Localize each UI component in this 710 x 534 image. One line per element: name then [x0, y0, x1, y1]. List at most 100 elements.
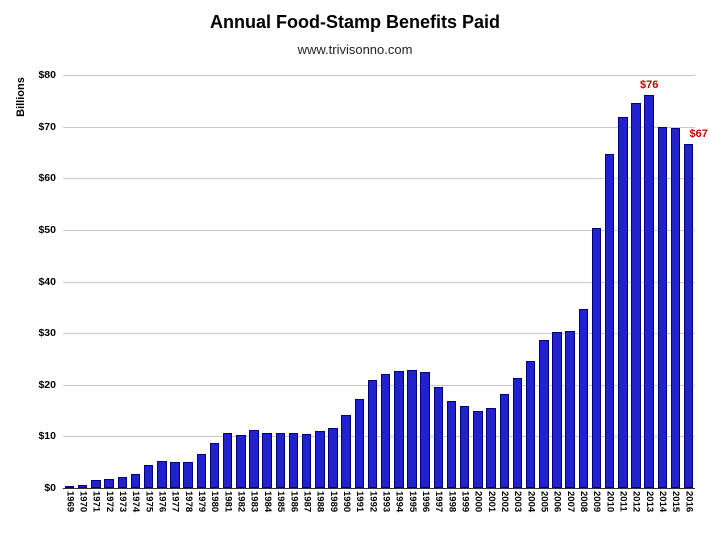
x-tick-label: 1991 — [354, 491, 366, 513]
bar — [288, 433, 299, 488]
gridline — [63, 229, 695, 231]
bar-column — [524, 75, 537, 488]
x-tick-label: 2005 — [538, 491, 550, 513]
bar-column — [129, 75, 142, 488]
y-tick-label: $70 — [38, 120, 56, 133]
bar-column — [103, 75, 116, 488]
x-tick-label: 2009 — [591, 491, 603, 513]
x-tick-label: 2001 — [485, 491, 497, 513]
x-tick-column: 2001 — [485, 491, 498, 533]
x-tick-column: 2006 — [550, 491, 563, 533]
x-tick-column: 2005 — [537, 491, 550, 533]
bar — [394, 371, 404, 488]
x-tick-column: 2009 — [590, 491, 603, 533]
x-tick-label: 1981 — [222, 491, 234, 513]
x-tick-label: 1986 — [288, 491, 300, 513]
x-tick-column: 2007 — [564, 491, 577, 533]
gridline — [63, 436, 695, 438]
bar — [315, 431, 325, 488]
x-tick-label: 2000 — [472, 491, 484, 513]
bar — [512, 378, 523, 488]
bar-column — [537, 75, 550, 488]
bar — [683, 144, 694, 488]
x-tick-column: 2015 — [669, 491, 682, 533]
bar — [552, 332, 562, 488]
x-tick-column: 1983 — [247, 491, 260, 533]
bar — [183, 462, 193, 488]
x-tick-label: 2010 — [604, 491, 616, 513]
bar-column — [419, 75, 432, 488]
bar-column — [195, 75, 208, 488]
x-tick-label: 1983 — [248, 491, 260, 513]
bar-series: $76 $67 — [63, 75, 708, 488]
x-tick-column: 1989 — [326, 491, 339, 533]
bar-column — [432, 75, 445, 488]
y-tick-label: $10 — [38, 430, 56, 443]
x-tick-column: 1985 — [274, 491, 287, 533]
bar-column — [168, 75, 181, 488]
bar-column — [208, 75, 221, 488]
x-tick-label: 2002 — [499, 491, 510, 513]
x-tick-column: 1984 — [261, 491, 274, 533]
bar — [209, 443, 220, 488]
bar — [78, 485, 88, 488]
x-tick-column: 2012 — [629, 491, 642, 533]
bar-column — [353, 75, 366, 488]
x-tick-label: 1996 — [419, 491, 431, 513]
x-tick-column: 1994 — [392, 491, 405, 533]
x-tick-label: 2007 — [564, 491, 576, 513]
x-tick-label: 1988 — [314, 491, 326, 513]
bar — [618, 117, 628, 488]
bar-column — [405, 75, 418, 488]
bar — [631, 103, 641, 488]
x-tick-column: 1974 — [129, 491, 142, 533]
x-tick-column: 1972 — [103, 491, 116, 533]
gridline — [63, 178, 695, 180]
x-tick-label: 1980 — [209, 491, 221, 513]
bar — [604, 154, 615, 488]
x-tick-column: 1996 — [419, 491, 432, 533]
x-tick-label: 2013 — [643, 491, 655, 513]
x-tick-label: 1978 — [182, 491, 194, 513]
bar-column — [89, 75, 102, 488]
bar-column — [221, 75, 234, 488]
x-tick-column: 1988 — [313, 491, 326, 533]
bar — [473, 411, 483, 488]
x-tick-label: 1969 — [64, 491, 76, 513]
bar-column — [313, 75, 326, 488]
x-tick-column: 1993 — [379, 491, 392, 533]
y-tick-label: $80 — [38, 69, 56, 81]
gridline — [63, 75, 695, 76]
x-tick-column: 2014 — [656, 491, 669, 533]
bar-column — [340, 75, 353, 488]
bar-column — [445, 75, 458, 488]
x-tick-label: 1979 — [196, 491, 208, 513]
x-tick-label: 1974 — [130, 491, 142, 513]
x-tick-column: 2002 — [498, 491, 511, 533]
bar-column — [485, 75, 498, 488]
bar-column — [116, 75, 129, 488]
x-tick-column: 1973 — [116, 491, 129, 533]
plot-area: $76 $67 — [63, 75, 708, 489]
x-tick-label: 1992 — [367, 491, 379, 513]
bar — [670, 128, 681, 488]
x-tick-label: 1999 — [459, 491, 471, 513]
x-tick-label: 1977 — [169, 491, 181, 513]
bar — [565, 331, 575, 488]
bar-column — [234, 75, 247, 488]
x-tick-column: 1997 — [432, 491, 445, 533]
y-tick-label: $20 — [38, 378, 56, 391]
x-tick-label: 1990 — [340, 491, 352, 513]
x-tick-column: 1975 — [142, 491, 155, 533]
bar — [275, 433, 286, 488]
bar — [578, 309, 589, 488]
x-tick-label: 2014 — [657, 491, 669, 513]
x-tick-label: 1971 — [90, 491, 102, 513]
gridline — [63, 333, 695, 335]
bar — [486, 408, 496, 488]
x-tick-column: 2016 — [682, 491, 695, 533]
x-tick-column: 1969 — [63, 491, 76, 533]
bar — [222, 433, 233, 488]
x-tick-column: 1980 — [208, 491, 221, 533]
x-axis-tick-labels: 1969 1970 1971 1972 1973 1974 1975 1976 1977 1978… — [63, 491, 695, 533]
